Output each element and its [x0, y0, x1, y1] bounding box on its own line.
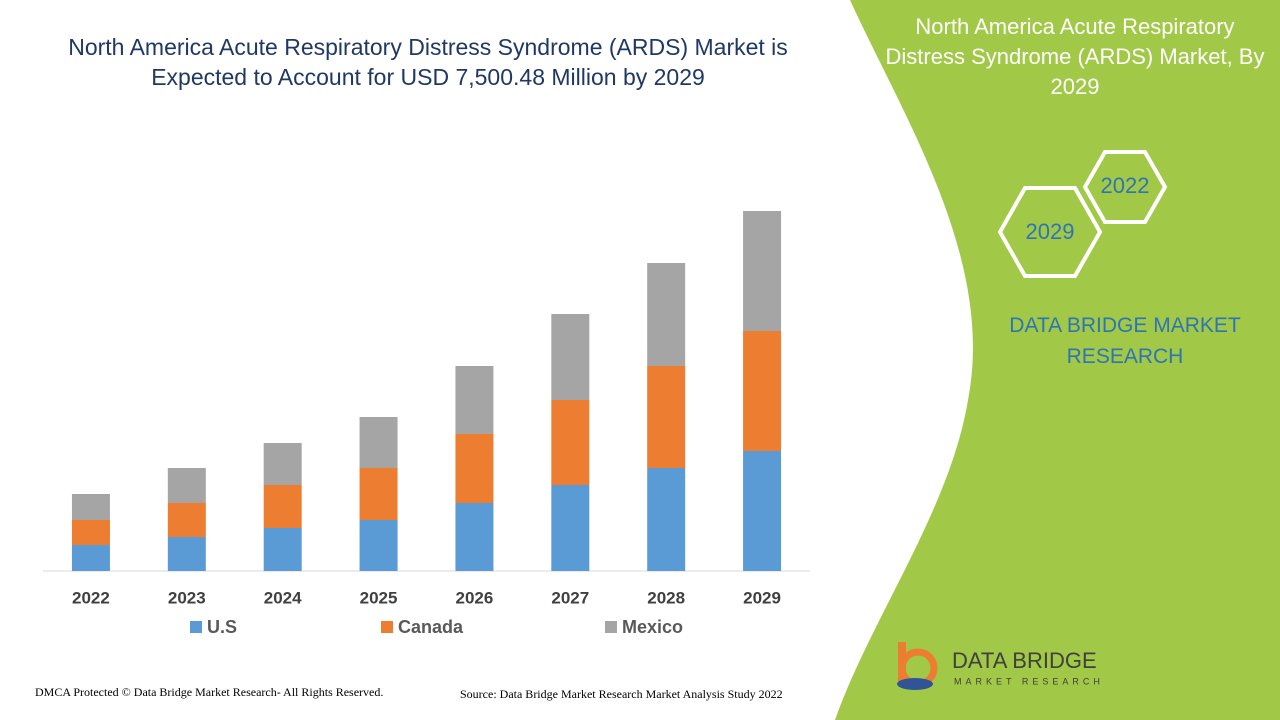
bar-segment [167, 503, 206, 537]
bar-segment [71, 545, 110, 571]
x-tick-label: 2027 [551, 588, 589, 607]
bar-segment [359, 520, 398, 571]
chart-title: North America Acute Respiratory Distress… [68, 34, 788, 90]
bar-segment [743, 451, 782, 571]
legend-label: Canada [398, 617, 464, 637]
bar-segment [743, 211, 782, 331]
bar-segment [455, 366, 494, 434]
panel-title: North America Acute Respiratory Distress… [885, 14, 1265, 99]
bar-segment [455, 434, 494, 503]
year-label: 2029 [1026, 219, 1075, 244]
x-tick-label: 2029 [743, 588, 781, 607]
bar-segment [359, 417, 398, 468]
logo-tagline: MARKET RESEARCH [954, 676, 1104, 686]
x-tick-label: 2024 [264, 588, 302, 607]
legend-label: Mexico [622, 617, 683, 637]
legend-swatch [605, 621, 617, 633]
year-label: 2022 [1101, 173, 1150, 198]
logo-icon [897, 642, 938, 690]
legend-label: U.S [207, 617, 237, 637]
bar-segment [551, 485, 590, 571]
bar-segment [743, 331, 782, 451]
bar-segment [167, 468, 206, 503]
x-tick-label: 2025 [360, 588, 398, 607]
bar-segment [263, 528, 302, 571]
bar-segment [167, 537, 206, 571]
bar-segment [71, 520, 110, 545]
hexagon [1082, 150, 1168, 224]
x-tick-label: 2023 [168, 588, 206, 607]
logo-name: DATA BRIDGE [952, 648, 1097, 673]
x-tick-label: 2026 [456, 588, 494, 607]
x-tick-label: 2022 [72, 588, 110, 607]
bar-segment [359, 468, 398, 520]
hexagon [997, 186, 1103, 278]
bar-segment [455, 503, 494, 571]
x-tick-label: 2028 [647, 588, 685, 607]
legend-swatch [381, 621, 393, 633]
copyright: DMCA Protected © Data Bridge Market Rese… [35, 685, 383, 699]
bar-segment [647, 468, 686, 571]
bar-segment [71, 494, 110, 520]
bar-segment [263, 485, 302, 528]
bar-segment [647, 366, 686, 468]
brand: DATA BRIDGE MARKET RESEARCH [1009, 314, 1241, 368]
source: Source: Data Bridge Market Research Mark… [460, 687, 783, 701]
bar-segment [551, 400, 590, 485]
bar-segment [647, 263, 686, 366]
bar-segment [263, 443, 302, 485]
bar-segment [551, 314, 590, 400]
legend-swatch [190, 621, 202, 633]
side-panel [835, 0, 1280, 720]
